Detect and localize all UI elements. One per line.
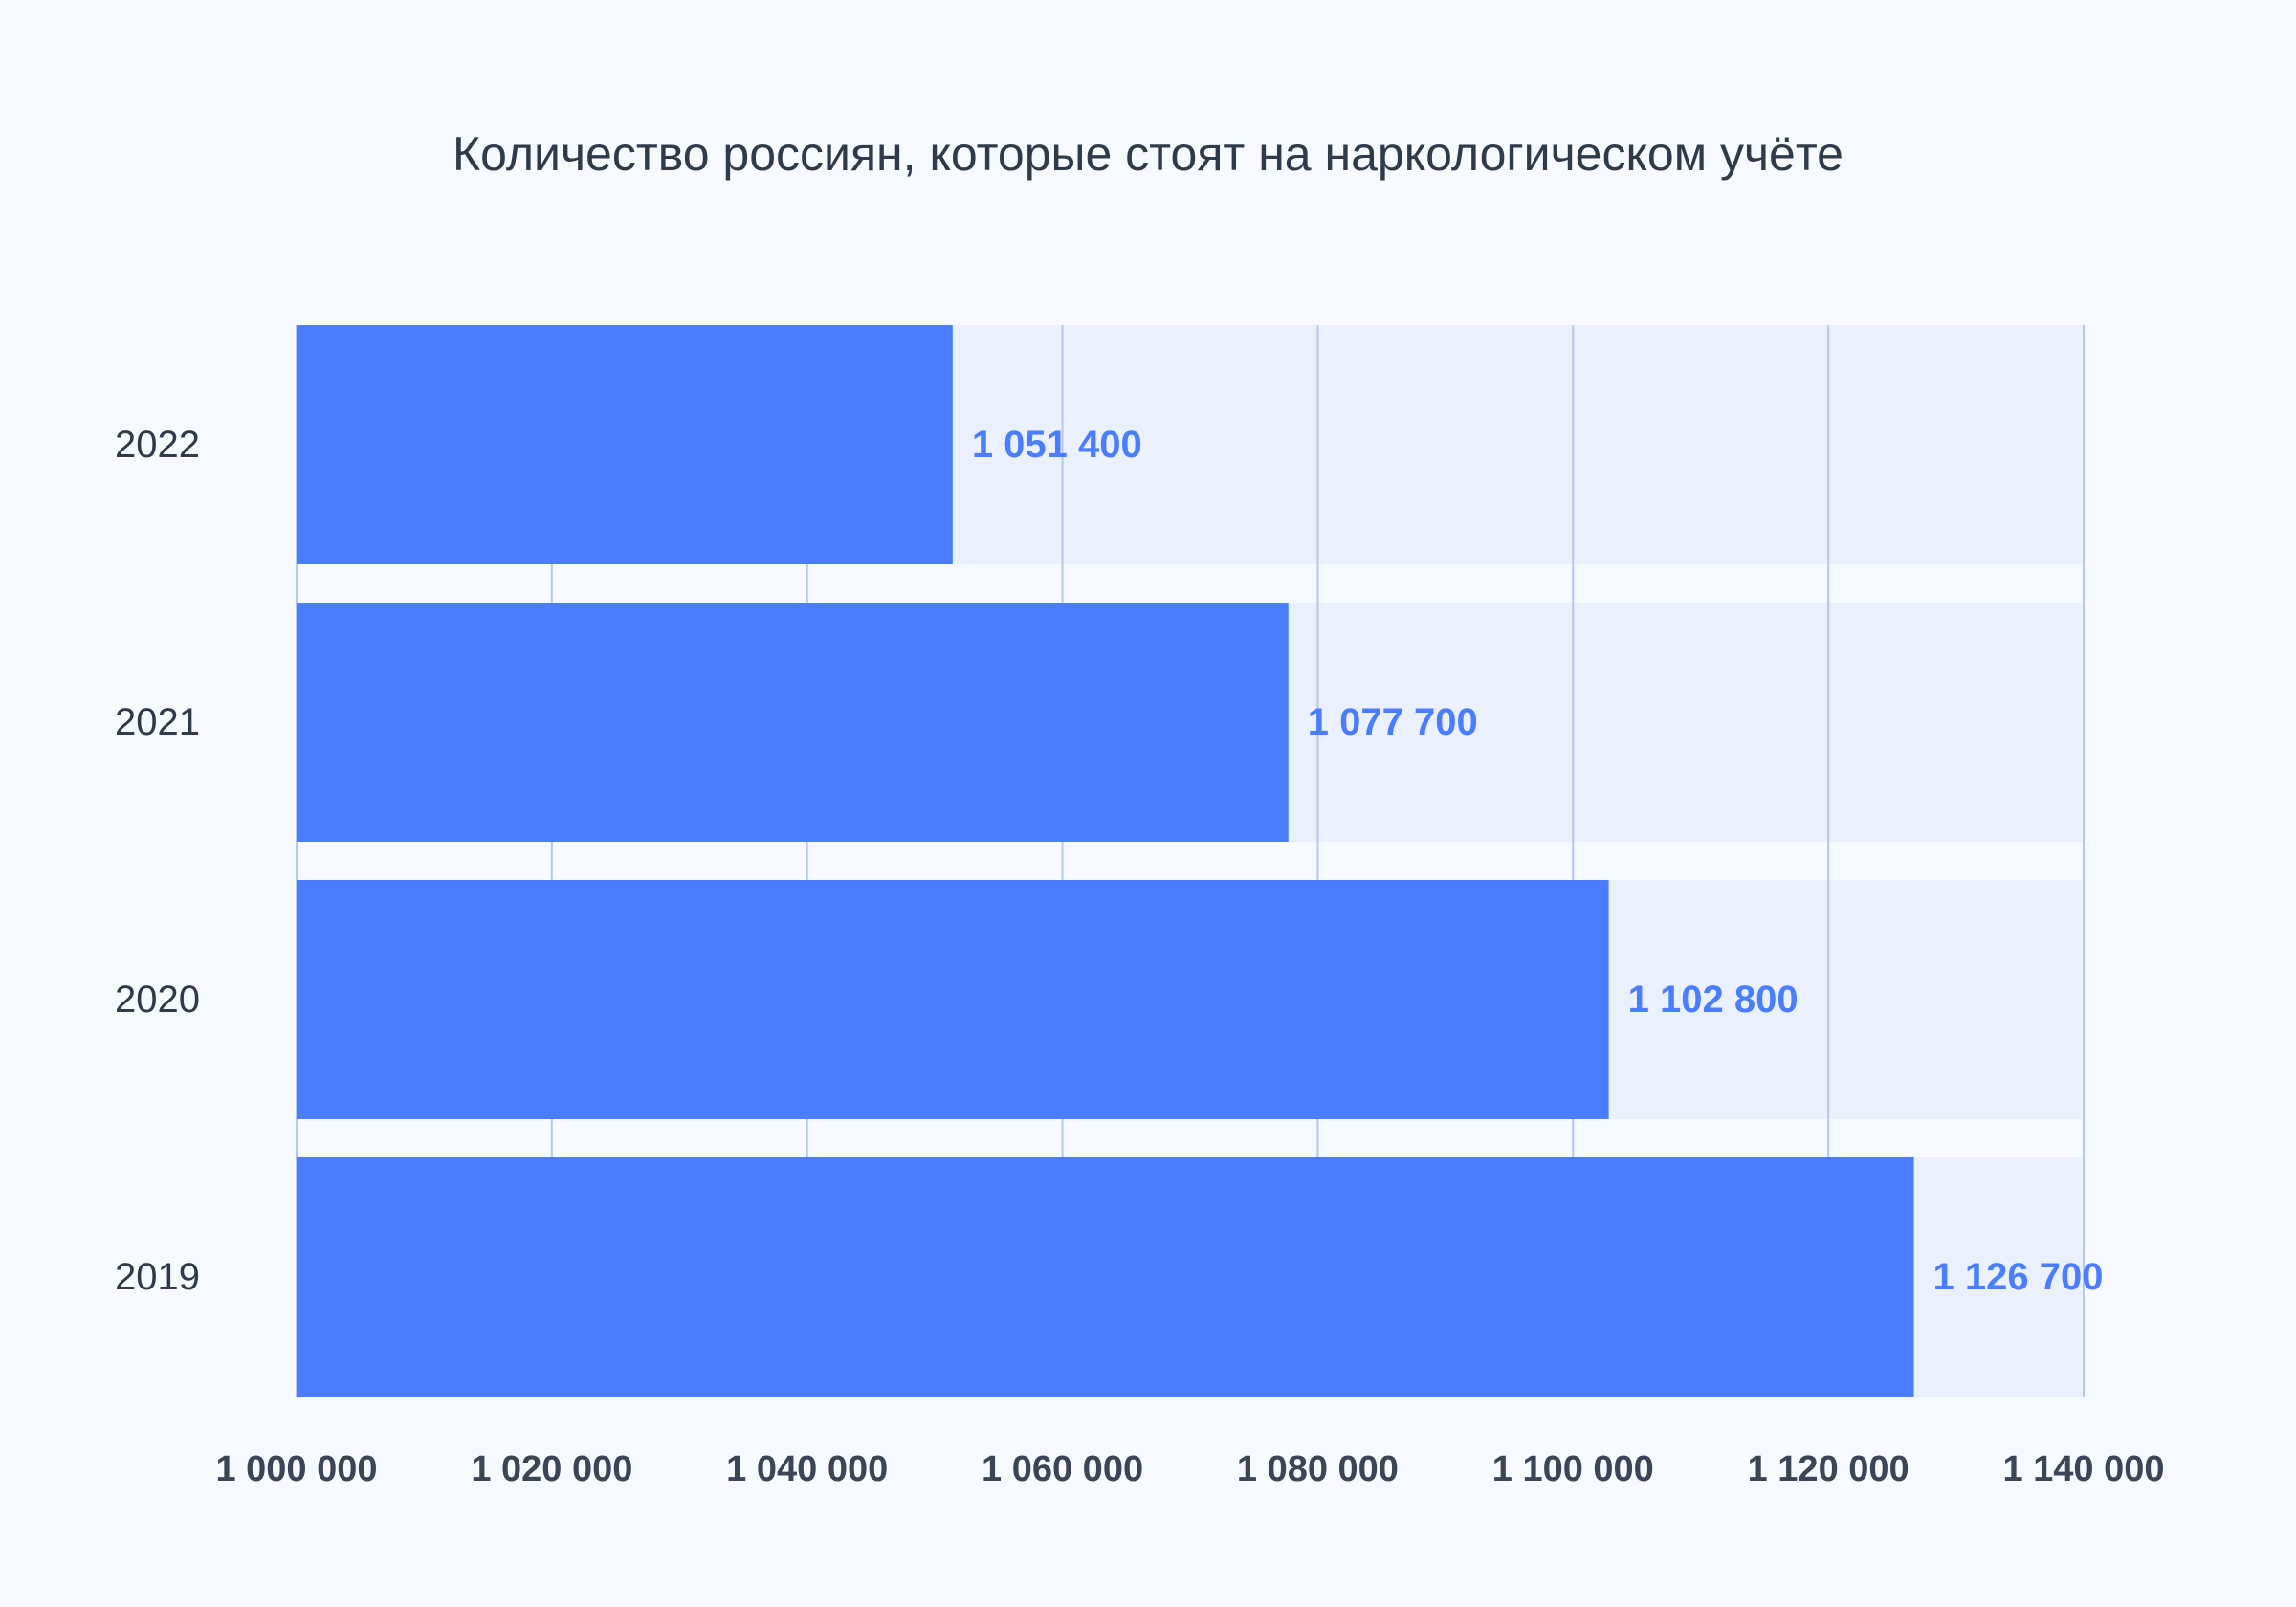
bar-2021: [297, 603, 1289, 842]
x-tick-label: 1 000 000: [215, 1449, 377, 1489]
x-tick-label: 1 080 000: [1237, 1449, 1399, 1489]
value-label-2019: 1 126 700: [1933, 1256, 2104, 1298]
value-label-2021: 1 077 700: [1308, 701, 1478, 743]
category-label-2022: 2022: [115, 424, 200, 466]
bar-2020: [297, 880, 1609, 1119]
bars: [297, 325, 1914, 1397]
x-tick-label: 1 020 000: [471, 1449, 632, 1489]
value-label-2022: 1 051 400: [972, 424, 1142, 466]
category-label-2021: 2021: [115, 701, 200, 743]
x-tick-label: 1 040 000: [726, 1449, 888, 1489]
x-tick-label: 1 100 000: [1492, 1449, 1654, 1489]
x-axis-tick-labels: 1 000 000 1 020 000 1 040 000 1 060 000 1 08…: [215, 1449, 2164, 1489]
chart-title: Количество россиян, которые стоят на нар…: [453, 127, 1843, 181]
bar-2019: [297, 1157, 1914, 1397]
value-label-2020: 1 102 800: [1628, 979, 1799, 1021]
category-label-2020: 2020: [115, 979, 200, 1021]
category-label-2019: 2019: [115, 1256, 200, 1298]
category-labels: 2022 2021 2020 2019: [115, 424, 200, 1298]
value-labels: 1 051 400 1 077 700 1 102 800 1 126 700: [972, 424, 2104, 1298]
x-tick-label: 1 060 000: [982, 1449, 1143, 1489]
x-tick-label: 1 120 000: [1748, 1449, 1910, 1489]
bar-2022: [297, 325, 953, 564]
x-tick-label: 1 140 000: [2002, 1449, 2164, 1489]
